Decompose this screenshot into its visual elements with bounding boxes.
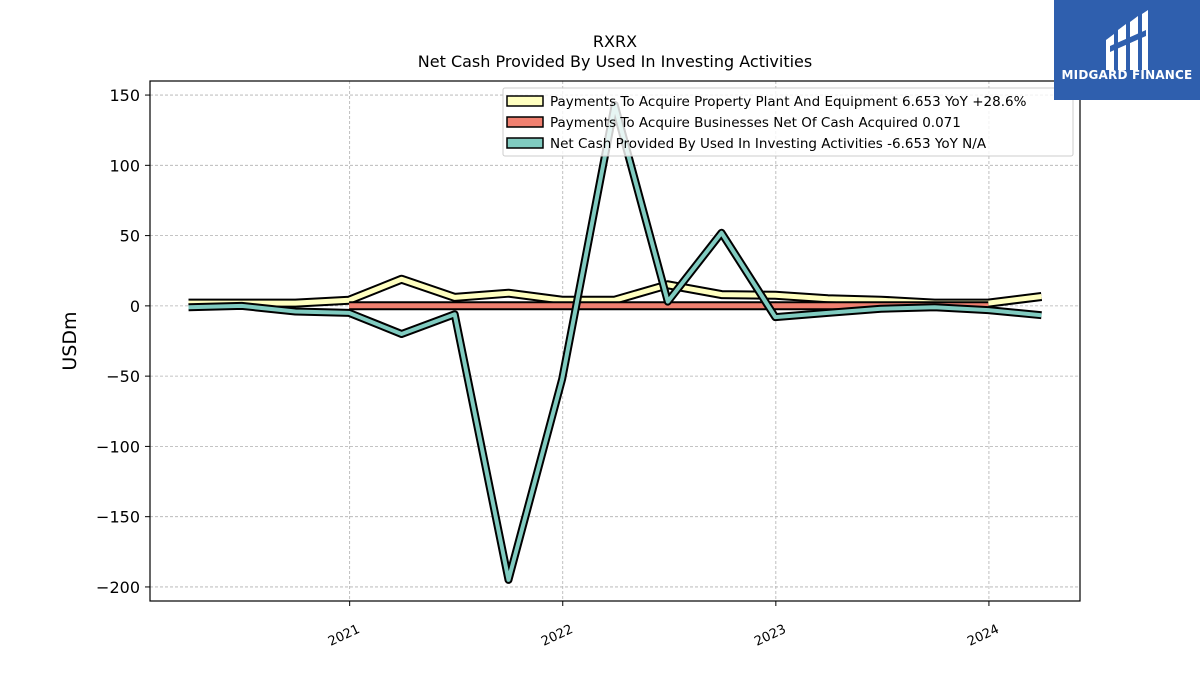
y-tick-label: 50 <box>120 227 140 246</box>
logo-mark-icon <box>1106 10 1148 70</box>
y-tick-label: 100 <box>109 156 140 175</box>
y-tick-label: −100 <box>96 437 140 456</box>
legend: Payments To Acquire Property Plant And E… <box>502 87 1074 157</box>
y-tick-label: −150 <box>96 508 140 527</box>
legend-swatch <box>506 137 544 149</box>
legend-box <box>502 87 1074 157</box>
chart-subtitle: Net Cash Provided By Used In Investing A… <box>417 52 813 71</box>
y-axis-label: USDm <box>59 311 81 370</box>
chart-title: RXRX <box>592 32 638 51</box>
plot-area-frame <box>149 80 1081 602</box>
x-tick-label: 2023 <box>752 622 788 650</box>
y-tick-label: 150 <box>109 86 140 105</box>
series-core <box>188 102 1042 582</box>
logo-text: MIDGARD FINANCE <box>1061 68 1193 82</box>
y-tick-label: −200 <box>96 578 140 597</box>
x-tick-label: 2022 <box>539 622 575 650</box>
grid <box>150 81 1080 601</box>
series-layer <box>188 100 1043 584</box>
series-line-1 <box>188 274 1043 308</box>
legend-swatch <box>506 95 544 107</box>
series-line-3 <box>188 100 1042 584</box>
midgard-finance-logo: MIDGARD FINANCE <box>1054 0 1200 100</box>
legend-label: Payments To Acquire Property Plant And E… <box>550 94 1027 110</box>
chart-title-block: RXRX Net Cash Provided By Used In Invest… <box>150 32 1080 72</box>
series-outline <box>188 100 1042 584</box>
legend-swatch <box>506 116 544 128</box>
y-tick-label: 0 <box>130 297 140 316</box>
x-tick-label: 2024 <box>965 622 1001 650</box>
legend-label: Payments To Acquire Businesses Net Of Ca… <box>550 115 961 131</box>
legend-label: Net Cash Provided By Used In Investing A… <box>550 136 987 152</box>
x-tick-label: 2021 <box>326 622 362 650</box>
y-tick-label: −50 <box>106 367 140 386</box>
axes: 150 100 50 0 −50 −100 −150 −200 2021 2022 2023 2024 <box>96 86 1002 650</box>
series-core <box>188 276 1042 306</box>
